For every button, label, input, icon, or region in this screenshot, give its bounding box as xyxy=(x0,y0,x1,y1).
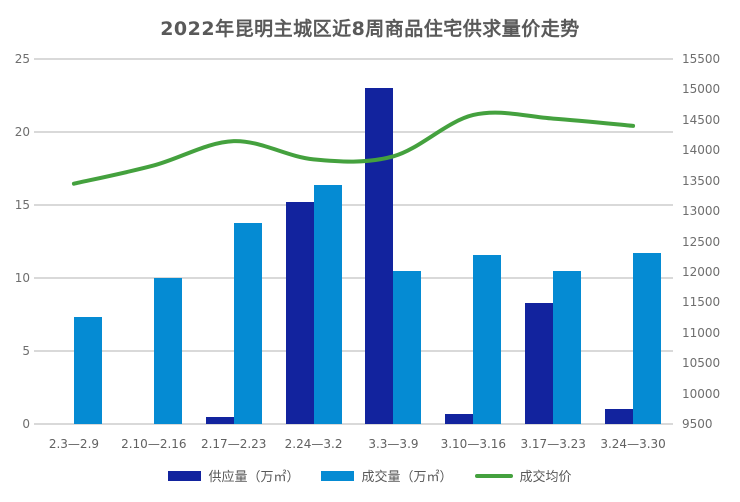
supply-legend-label: 供应量（万㎡） xyxy=(208,470,300,485)
right-axis-tick: 12500 xyxy=(682,234,721,249)
supply-bar xyxy=(445,413,474,424)
x-axis-label: 2.17—2.23 xyxy=(200,437,267,451)
price-line-path xyxy=(71,110,636,186)
supply-bar xyxy=(365,88,394,424)
price-legend-swatch xyxy=(474,473,513,478)
left-axis-tick: 20 xyxy=(14,125,30,139)
transaction-bar xyxy=(313,184,342,424)
transaction-bar xyxy=(633,253,662,424)
right-axis-tick: 11000 xyxy=(682,325,721,340)
right-axis-tick: 10000 xyxy=(682,386,721,401)
right-axis-tick: 11500 xyxy=(682,295,721,310)
supply-bar xyxy=(285,202,314,424)
plot-area xyxy=(34,58,673,425)
right-axis-tick: 13000 xyxy=(682,204,721,219)
price-legend-label: 成交均价 xyxy=(519,470,572,485)
x-axis-label: 2.10—2.16 xyxy=(121,437,187,451)
supply-bar xyxy=(525,302,554,424)
gridline xyxy=(34,58,673,60)
x-axis-label: 3.24—3.30 xyxy=(600,437,666,451)
supply-bar xyxy=(205,416,234,424)
gridline xyxy=(34,204,673,206)
chart-title: 2022年昆明主城区近8周商品住宅供求量价走势 xyxy=(160,18,580,40)
left-axis-tick: 25 xyxy=(14,52,30,66)
x-axis-label: 3.10—3.16 xyxy=(440,437,507,451)
right-axis-tick: 15000 xyxy=(682,82,721,97)
transaction-legend-label: 成交量（万㎡） xyxy=(361,470,453,485)
gridline xyxy=(34,423,673,425)
left-axis-tick: 15 xyxy=(14,198,30,212)
x-axis-label: 3.3—3.9 xyxy=(368,437,419,451)
right-axis-tick: 10500 xyxy=(682,356,721,371)
legend: 供应量（万㎡） 成交量（万㎡） 成交均价 xyxy=(0,466,740,485)
right-axis-tick: 15500 xyxy=(682,52,721,66)
right-axis-tick: 13500 xyxy=(682,173,721,188)
left-axis-tick: 0 xyxy=(22,417,30,431)
x-axis-label: 2.24—3.2 xyxy=(284,437,343,451)
left-axis-tick: 10 xyxy=(14,271,30,285)
transaction-legend-swatch xyxy=(321,470,355,481)
right-axis-tick: 14000 xyxy=(682,143,721,158)
x-axis-label: 2.3—2.9 xyxy=(48,437,100,451)
legend-item-supply: 供应量（万㎡） xyxy=(168,466,299,485)
transaction-bar xyxy=(553,270,582,424)
price-line-layer xyxy=(71,110,636,186)
transaction-bar xyxy=(73,317,102,424)
transaction-bar xyxy=(233,222,262,424)
right-axis-tick: 14500 xyxy=(682,112,721,127)
right-axis-tick: 12000 xyxy=(682,264,721,279)
legend-item-price: 成交均价 xyxy=(474,466,572,485)
transaction-bar xyxy=(393,270,422,424)
transaction-bar xyxy=(473,254,502,424)
gridline xyxy=(34,277,673,279)
gridline xyxy=(34,350,673,352)
supply-bar xyxy=(605,409,634,424)
legend-item-transaction: 成交量（万㎡） xyxy=(321,466,453,485)
transaction-bar xyxy=(153,278,182,424)
gridline xyxy=(34,131,673,133)
x-axis-label: 3.17—3.23 xyxy=(520,437,586,451)
left-axis-tick: 5 xyxy=(22,344,30,358)
supply-legend-swatch xyxy=(168,470,202,481)
right-axis-tick: 9500 xyxy=(682,417,713,431)
